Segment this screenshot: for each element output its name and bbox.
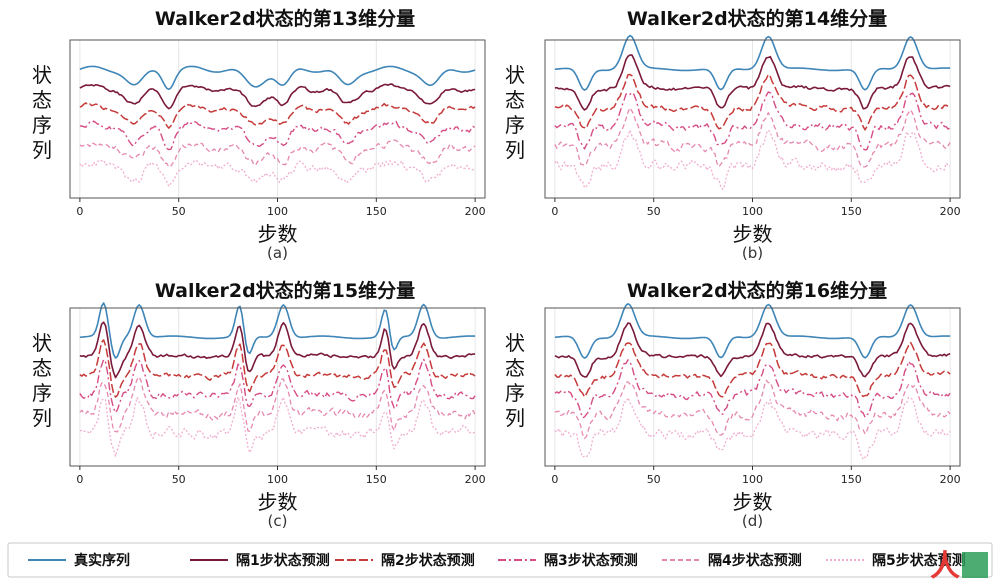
series-line-step4 xyxy=(554,107,951,168)
series-line-step3 xyxy=(79,120,476,151)
x-tick-label: 0 xyxy=(551,205,558,218)
legend-label: 隔5步状态预测 xyxy=(872,552,966,569)
x-tick-label: 200 xyxy=(465,473,486,486)
x-tick-label: 200 xyxy=(940,473,961,486)
legend-item: 真实序列 xyxy=(28,552,130,569)
series-line-real xyxy=(554,302,951,359)
series-line-real xyxy=(79,65,476,91)
legend-items: 真实序列 隔1步状态预测 隔2步状态预测 隔3步状态预测 隔4步状态预测 隔5步状态预测 xyxy=(28,552,966,569)
x-tick-label: 50 xyxy=(172,205,186,218)
legend-item: 隔2步状态预测 xyxy=(335,552,475,569)
legend: 真实序列 隔1步状态预测 隔2步状态预测 隔3步状态预测 隔4步状态预测 隔5步状态预测 xyxy=(7,542,993,578)
panel-caption: (d) xyxy=(742,512,763,530)
series-line-step1 xyxy=(554,322,951,378)
series-line-real xyxy=(79,302,476,359)
series-line-step5 xyxy=(554,129,951,191)
series-line-real xyxy=(554,34,951,91)
x-tick-label: 150 xyxy=(841,205,862,218)
chart-title: Walker2d状态的第15维分量 xyxy=(155,279,415,302)
x-tick-label: 50 xyxy=(647,205,661,218)
x-tick-label: 100 xyxy=(267,205,288,218)
series-line-step1 xyxy=(79,83,476,110)
x-tick-label: 100 xyxy=(742,473,763,486)
legend-item: 隔3步状态预测 xyxy=(498,552,638,569)
x-tick-label: 150 xyxy=(366,205,387,218)
panel-caption: (b) xyxy=(742,244,763,262)
watermark-logo: 人 xyxy=(930,549,988,584)
legend-label: 隔2步状态预测 xyxy=(381,552,475,569)
x-axis-label: 步数 xyxy=(733,490,773,514)
series-line-step3 xyxy=(554,359,951,419)
legend-label: 隔3步状态预测 xyxy=(544,552,638,569)
legend-label: 真实序列 xyxy=(74,552,130,569)
watermark-block xyxy=(962,552,988,578)
series-line-step4 xyxy=(79,376,476,433)
series-line-step4 xyxy=(554,379,951,440)
x-tick-label: 100 xyxy=(267,473,288,486)
legend-item: 隔1步状态预测 xyxy=(190,552,330,569)
series-line-step4 xyxy=(79,139,476,168)
series-line-step5 xyxy=(554,396,951,460)
series-line-step5 xyxy=(79,396,476,457)
x-axis-label: 步数 xyxy=(258,490,298,514)
panel-caption: (a) xyxy=(267,244,288,262)
panel-caption: (c) xyxy=(268,512,288,530)
x-tick-label: 0 xyxy=(551,473,558,486)
x-tick-label: 150 xyxy=(841,473,862,486)
x-tick-label: 0 xyxy=(76,473,83,486)
x-axis-label: 步数 xyxy=(733,222,773,246)
chart-panel-b: Walker2d状态的第14维分量 0 50 100 150 200 步数 状态序列 (b) xyxy=(505,7,961,262)
legend-label: 隔4步状态预测 xyxy=(708,552,802,569)
series-line-step2 xyxy=(554,73,951,131)
y-axis-label: 状态序列 xyxy=(505,63,525,162)
series-line-step2 xyxy=(554,341,951,398)
x-tick-label: 200 xyxy=(465,205,486,218)
series-line-step5 xyxy=(79,159,476,187)
series-line-step3 xyxy=(79,358,476,414)
chart-title: Walker2d状态的第14维分量 xyxy=(627,7,887,30)
x-tick-label: 50 xyxy=(172,473,186,486)
x-axis-label: 步数 xyxy=(258,222,298,246)
legend-label: 隔1步状态预测 xyxy=(236,552,330,569)
series-line-step3 xyxy=(554,91,951,151)
legend-item: 隔5步状态预测 xyxy=(826,552,966,569)
y-axis-label: 状态序列 xyxy=(505,331,525,430)
chart-panel-a: Walker2d状态的第13维分量 0 50 100 150 200 步数 状态序列 (a) xyxy=(32,7,486,262)
chart-panel-d: Walker2d状态的第16维分量 0 50 100 150 200 步数 状态序列 (d) xyxy=(505,279,961,530)
chart-title: Walker2d状态的第16维分量 xyxy=(627,279,887,302)
series-line-step2 xyxy=(79,102,476,129)
chart-panel-c: Walker2d状态的第15维分量 0 50 100 150 200 步数 状态序列 (c) xyxy=(32,279,486,530)
x-tick-label: 50 xyxy=(647,473,661,486)
x-tick-label: 100 xyxy=(742,205,763,218)
series-line-step1 xyxy=(79,321,476,379)
chart-title: Walker2d状态的第13维分量 xyxy=(155,7,415,30)
y-axis-label: 状态序列 xyxy=(32,331,52,430)
legend-item: 隔4步状态预测 xyxy=(662,552,802,569)
x-tick-label: 150 xyxy=(366,473,387,486)
watermark-glyph: 人 xyxy=(930,549,960,584)
series-line-step2 xyxy=(79,339,476,398)
series-line-step1 xyxy=(554,54,951,111)
y-axis-label: 状态序列 xyxy=(32,63,52,162)
x-tick-label: 200 xyxy=(940,205,961,218)
x-tick-label: 0 xyxy=(76,205,83,218)
